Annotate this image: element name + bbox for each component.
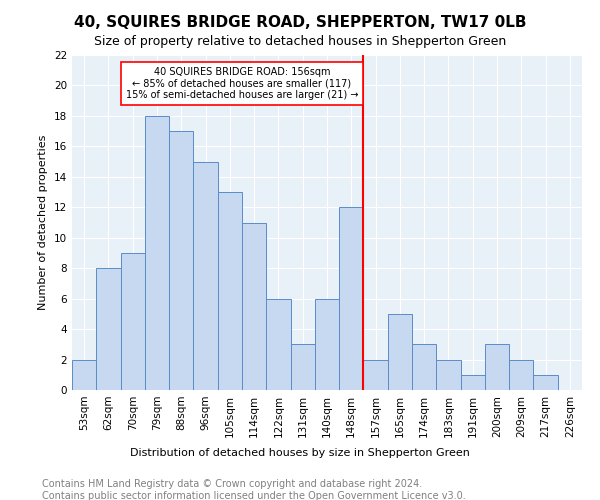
Bar <box>96 268 121 390</box>
Bar <box>485 344 509 390</box>
Bar <box>412 344 436 390</box>
Text: 40 SQUIRES BRIDGE ROAD: 156sqm
← 85% of detached houses are smaller (117)
15% of: 40 SQUIRES BRIDGE ROAD: 156sqm ← 85% of … <box>126 67 358 100</box>
Bar <box>169 131 193 390</box>
Bar <box>266 298 290 390</box>
Text: 40, SQUIRES BRIDGE ROAD, SHEPPERTON, TW17 0LB: 40, SQUIRES BRIDGE ROAD, SHEPPERTON, TW1… <box>74 15 526 30</box>
Text: Contains HM Land Registry data © Crown copyright and database right 2024.: Contains HM Land Registry data © Crown c… <box>42 479 422 489</box>
Bar <box>364 360 388 390</box>
Bar <box>533 375 558 390</box>
Bar <box>315 298 339 390</box>
Bar <box>145 116 169 390</box>
Bar <box>509 360 533 390</box>
Y-axis label: Number of detached properties: Number of detached properties <box>38 135 49 310</box>
Text: Contains public sector information licensed under the Open Government Licence v3: Contains public sector information licen… <box>42 491 466 500</box>
Bar <box>339 208 364 390</box>
Bar <box>193 162 218 390</box>
Bar <box>388 314 412 390</box>
Text: Size of property relative to detached houses in Shepperton Green: Size of property relative to detached ho… <box>94 35 506 48</box>
Text: Distribution of detached houses by size in Shepperton Green: Distribution of detached houses by size … <box>130 448 470 458</box>
Bar <box>242 222 266 390</box>
Bar <box>72 360 96 390</box>
Bar <box>121 253 145 390</box>
Bar <box>290 344 315 390</box>
Bar <box>461 375 485 390</box>
Bar <box>218 192 242 390</box>
Bar <box>436 360 461 390</box>
